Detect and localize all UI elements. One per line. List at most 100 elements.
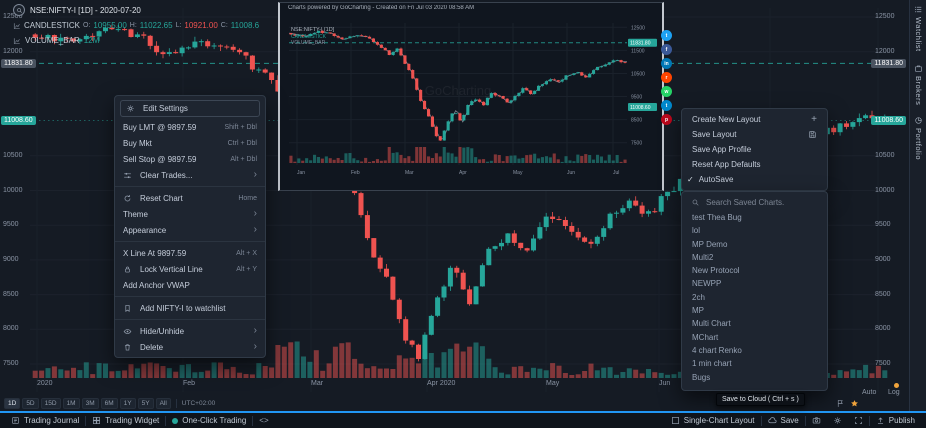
timezone-label[interactable]: UTC+02:00 xyxy=(181,400,216,407)
menu-separator xyxy=(115,296,265,297)
saved-chart-item[interactable]: 2ch xyxy=(692,292,705,302)
time-axis[interactable]: 2020 Feb Mar Apr 2020 May Jun xyxy=(0,380,890,390)
time-tick-label: Apr 2020 xyxy=(427,380,456,387)
watchlist-icon[interactable] xyxy=(914,5,923,14)
log-scale-toggle[interactable]: Log xyxy=(888,389,900,396)
volume-study-name[interactable]: VOLUME_BAR xyxy=(25,36,80,45)
menu-label: Buy LMT @ 9897.59 xyxy=(123,122,197,132)
fullscreen-button[interactable] xyxy=(848,416,869,425)
menu-item-clear-trades[interactable]: Clear Trades... › xyxy=(115,167,265,183)
tab-brokers[interactable]: Brokers xyxy=(914,76,923,106)
price-tick-label: 8500 xyxy=(3,290,19,298)
one-click-trading-button[interactable]: One-Click Trading xyxy=(166,416,252,425)
auto-scale-toggle[interactable]: Auto xyxy=(862,389,877,396)
saved-chart-item[interactable]: 4 chart Renko xyxy=(692,345,742,355)
saved-chart-item[interactable]: Multi2 xyxy=(692,252,714,262)
menu-item-reset-chart[interactable]: Reset Chart Home xyxy=(115,190,265,206)
publish-button[interactable]: Publish xyxy=(870,416,921,425)
menu-item-hide-unhide[interactable]: Hide/Unhide › xyxy=(115,323,265,339)
symbol-search-button[interactable] xyxy=(13,4,25,16)
timeframe-button-1d[interactable]: 1D xyxy=(4,398,21,409)
timeframe-bar: 1D 5D 15D 1M 3M 6M 1Y 5Y All UTC+02:00 xyxy=(4,398,215,409)
saved-chart-item[interactable]: MP xyxy=(692,306,704,316)
timeframe-button-1m[interactable]: 1M xyxy=(62,398,80,409)
menu-item-edit-settings[interactable]: Edit Settings xyxy=(120,100,260,117)
study-name[interactable]: CANDLESTICK xyxy=(24,21,81,30)
menu-item-save-app-profile[interactable]: Save App Profile xyxy=(682,142,827,157)
saved-chart-item[interactable]: Multi Chart xyxy=(692,319,731,329)
reset-icon xyxy=(123,194,135,203)
menu-item-buy-lmt[interactable]: Buy LMT @ 9897.59 Shift + Dbl xyxy=(115,119,265,135)
save-button[interactable]: Save xyxy=(762,416,805,425)
saved-chart-item[interactable]: test Thea Bug xyxy=(692,213,742,222)
timeframe-button-5d[interactable]: 5D xyxy=(22,398,39,409)
timeframe-button-3m[interactable]: 3M xyxy=(81,398,99,409)
svg-text:11500: 11500 xyxy=(631,48,645,54)
saved-chart-item[interactable]: Bugs xyxy=(692,372,711,382)
whatsapp-share-icon[interactable]: w xyxy=(661,86,672,97)
brokers-icon[interactable] xyxy=(914,64,923,73)
pinterest-share-icon[interactable]: p xyxy=(661,114,672,125)
menu-item-buy-mkt[interactable]: Buy Mkt Ctrl + Dbl xyxy=(115,135,265,151)
saved-chart-item[interactable]: 1 min chart xyxy=(692,359,732,369)
lock-icon xyxy=(123,265,135,274)
share-buttons: t f in r w t p xyxy=(661,30,672,125)
menu-item-sell-stop[interactable]: Sell Stop @ 9897.59 Alt + Dbl xyxy=(115,151,265,167)
flag-icon[interactable] xyxy=(836,399,845,408)
svg-text:Mar: Mar xyxy=(405,170,414,176)
svg-text:NSE:NIFTY-I [1D]: NSE:NIFTY-I [1D] xyxy=(291,27,335,33)
divider xyxy=(868,415,870,426)
saved-chart-item[interactable]: New Protocol xyxy=(692,266,740,276)
menu-item-add-anchor-vwap[interactable]: Add Anchor VWAP xyxy=(115,277,265,293)
volume-value: 12M xyxy=(83,36,100,45)
open-label: O: xyxy=(83,22,91,29)
chevron-right-icon: › xyxy=(253,208,257,219)
menu-label: Appearance xyxy=(123,225,167,235)
timeframe-button-1y[interactable]: 1Y xyxy=(119,398,136,409)
menu-item-add-to-watchlist[interactable]: Add NIFTY-I to watchlist xyxy=(115,300,265,316)
price-tick-label: 12000 xyxy=(875,47,895,55)
tab-portfolio[interactable]: Portfolio xyxy=(914,128,923,161)
linkedin-share-icon[interactable]: in xyxy=(661,58,672,69)
settings-button[interactable] xyxy=(827,416,848,425)
low-value: 10921.00 xyxy=(184,21,218,30)
trading-widget-button[interactable]: Trading Widget xyxy=(86,416,165,425)
screenshot-button[interactable] xyxy=(806,416,827,425)
star-icon[interactable] xyxy=(850,399,859,408)
one-click-trading-label: One-Click Trading xyxy=(182,416,247,425)
price-axis-right[interactable]: 12500 12000 10500 10000 9500 9000 8500 8000 7500 xyxy=(875,0,905,400)
saved-chart-item[interactable]: lol xyxy=(692,226,701,236)
timeframe-button-5y[interactable]: 5Y xyxy=(137,398,154,409)
single-chart-layout-button[interactable]: Single-Chart Layout xyxy=(665,416,761,425)
saved-chart-item[interactable]: NEWPP xyxy=(692,279,722,289)
menu-item-autosave[interactable]: ✓ AutoSave xyxy=(682,172,827,187)
reddit-share-icon[interactable]: r xyxy=(661,72,672,83)
menu-item-lock-vertical-line[interactable]: Lock Vertical Line Alt + Y xyxy=(115,261,265,277)
timeframe-button-all[interactable]: All xyxy=(155,398,171,409)
menu-item-save-layout[interactable]: Save Layout xyxy=(682,127,827,142)
timeframe-button-15d[interactable]: 15D xyxy=(40,398,61,409)
code-toggle-button[interactable]: <> xyxy=(259,416,269,425)
menu-item-theme[interactable]: Theme › xyxy=(115,206,265,222)
menu-item-create-new-layout[interactable]: Create New Layout + xyxy=(682,112,827,127)
menu-label: Save Layout xyxy=(692,130,737,139)
price-tick-label: 7500 xyxy=(875,360,891,367)
saved-charts-search[interactable]: Search Saved Charts. xyxy=(682,194,827,211)
tab-watchlist[interactable]: Watchlist xyxy=(914,17,923,52)
symbol-title[interactable]: NSE:NIFTY-I [1D] - 2020-07-20 xyxy=(30,5,141,15)
menu-item-x-line[interactable]: X Line At 9897.59 Alt + X xyxy=(115,245,265,261)
saved-chart-item[interactable]: MChart xyxy=(692,332,719,342)
price-axis-left[interactable]: 12500 12000 10500 10000 9500 9000 8500 8000 7500 xyxy=(3,0,29,400)
time-tick-label: Mar xyxy=(311,380,324,387)
menu-item-reset-app-defaults[interactable]: Reset App Defaults xyxy=(682,157,827,172)
telegram-share-icon[interactable]: t xyxy=(661,100,672,111)
trading-journal-button[interactable]: Trading Journal xyxy=(5,416,85,425)
timeframe-button-6m[interactable]: 6M xyxy=(100,398,118,409)
saved-chart-item[interactable]: MP Demo xyxy=(692,239,728,249)
twitter-share-icon[interactable]: t xyxy=(661,30,672,41)
facebook-share-icon[interactable]: f xyxy=(661,44,672,55)
menu-item-appearance[interactable]: Appearance › xyxy=(115,222,265,238)
portfolio-icon[interactable] xyxy=(914,116,923,125)
fullscreen-icon xyxy=(854,416,863,425)
menu-item-delete[interactable]: Delete › xyxy=(115,339,265,355)
